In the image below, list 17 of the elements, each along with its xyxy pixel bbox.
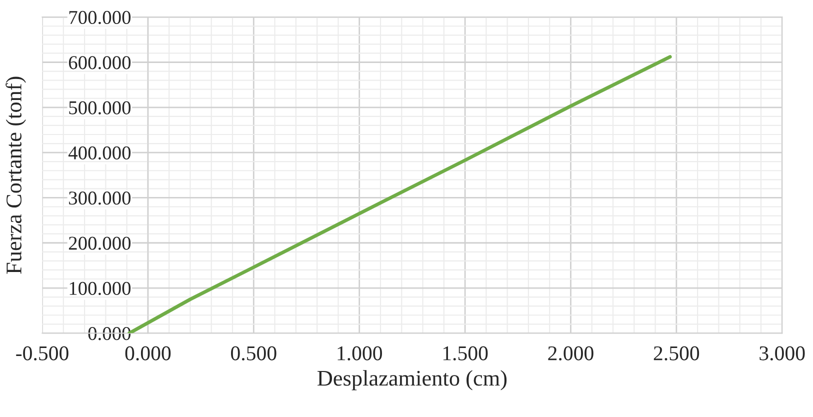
x-tick-label: 0.000 xyxy=(125,346,171,360)
x-tick-label: 1.500 xyxy=(443,346,488,360)
y-tick-label: 300.000 xyxy=(69,192,131,205)
x-axis-title: Desplazamiento (cm) xyxy=(318,370,507,390)
x-tick-label: 2.000 xyxy=(548,346,594,360)
y-tick-label: 200.000 xyxy=(68,236,131,250)
y-tick-label: 500.000 xyxy=(69,101,131,114)
x-tick-label: 3.000 xyxy=(760,346,805,360)
y-tick-label: 100.000 xyxy=(70,282,131,296)
y-axis-title: Fuerza Cortante (tonf) xyxy=(6,76,26,274)
y-tick-label: 400.000 xyxy=(68,146,131,160)
x-tick-label: 2.500 xyxy=(654,346,700,360)
x-tick-label: 0.500 xyxy=(231,346,276,360)
x-tick-label: 1.000 xyxy=(338,346,382,360)
x-tick-label: -0.500 xyxy=(16,346,68,360)
y-tick-label: 600.000 xyxy=(68,56,131,70)
y-tick-label: 700.000 xyxy=(69,10,131,24)
